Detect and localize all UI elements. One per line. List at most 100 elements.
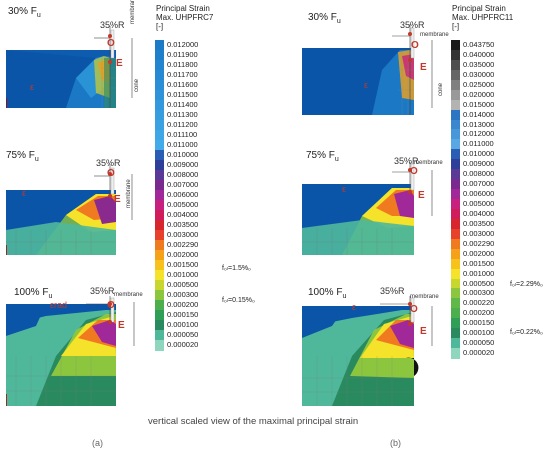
legend-right-tick-label: 0.007000 xyxy=(463,179,495,189)
epsilon-label-right-30: ε xyxy=(364,80,369,90)
legend-left-tick-label: 0.006000 xyxy=(167,190,199,199)
legend-right-swatch-25 xyxy=(451,288,460,299)
legend-left-swatch-2 xyxy=(155,60,164,71)
legend-right-tick-label: 0.008000 xyxy=(463,169,495,179)
legend-right-tick-label: 0.015000 xyxy=(463,99,495,109)
legend-right-tick-label: 0.002290 xyxy=(463,238,495,248)
legend-right-tick-label: 0.011000 xyxy=(463,139,494,149)
membrane-label-left-30: membrane xyxy=(130,0,136,24)
legend-right-tick-label: 0.003500 xyxy=(463,218,495,228)
legend-left-swatch-18 xyxy=(155,220,164,231)
point-e-right-75: E xyxy=(418,190,425,201)
legend-right-tick-label: 0.035000 xyxy=(463,59,495,69)
legend-left-swatch-11 xyxy=(155,150,164,161)
legend-right-swatch-27 xyxy=(451,308,460,319)
legend-right-tick-label: 0.005000 xyxy=(463,199,495,208)
legend-left-swatch-28 xyxy=(155,320,164,331)
legend-right-tick-label: 0.004000 xyxy=(463,208,495,218)
legend-right-tick-label: 0.000150 xyxy=(463,318,495,328)
legend-left-swatch-5 xyxy=(155,90,164,101)
legend-left-swatch-21 xyxy=(155,250,164,261)
legend-right-swatch-1 xyxy=(451,49,460,61)
legend-right-tick-label: 0.006000 xyxy=(463,189,495,199)
legend-right-swatch-21 xyxy=(451,248,460,260)
legend-right-swatch-19 xyxy=(451,228,460,240)
legend-right-tick-label: 0.000500 xyxy=(463,278,495,288)
legend-right-swatch-13 xyxy=(451,169,460,180)
fe-model-left-75 xyxy=(6,164,133,255)
legend-left-tick-label: 0.002000 xyxy=(167,250,199,259)
legend-right-swatch-29 xyxy=(451,328,460,339)
membrane-label-right-100: membrane xyxy=(410,294,439,300)
legend-left-tick-label: 0.005000 xyxy=(167,200,199,209)
legend-right-tick-label: 0.010000 xyxy=(463,149,495,159)
legend-right-swatch-24 xyxy=(451,278,460,289)
legend-right-swatch-20 xyxy=(451,238,460,250)
legend-left-tick-label: 0.011200 xyxy=(167,120,198,129)
legend-left-swatch-20 xyxy=(155,240,164,251)
legend-right-swatch-9 xyxy=(451,129,460,140)
membrane-label-left-75: membrane xyxy=(126,179,132,208)
epsilon-label-right-75: ε xyxy=(342,184,347,194)
legend-left-swatch-24 xyxy=(155,280,164,291)
load-label-left-30: 30% Fu xyxy=(8,6,41,19)
legend-left-swatch-6 xyxy=(155,100,164,111)
legend-left-tick-label: 0.011500 xyxy=(167,90,198,99)
legend-left-tick-label: 0.001000 xyxy=(167,270,199,279)
legend-left-swatch-8 xyxy=(155,120,164,131)
legend-right-tick-label: 0.013000 xyxy=(463,119,495,129)
legend-left-tick-label: 0.007000 xyxy=(167,180,199,189)
legend-right-swatch-16 xyxy=(451,199,460,210)
legend-left-swatch-23 xyxy=(155,270,164,281)
legend-left-swatch-25 xyxy=(155,290,164,301)
legend-right-swatch-15 xyxy=(451,189,460,200)
legend-title-left: Principal Strain Max. UHPFRC7 [-] xyxy=(156,4,214,31)
fe-model-right-30 xyxy=(302,24,433,115)
legend-left-tick-label: 0.012000 xyxy=(167,40,199,49)
legend-left-swatch-22 xyxy=(155,260,164,271)
legend-right-swatch-14 xyxy=(451,179,460,190)
legend-right-swatch-6 xyxy=(451,99,460,111)
legend-left-tick-label: 0.000500 xyxy=(167,280,199,289)
point-e-left-100: E xyxy=(118,320,125,331)
radius-label-right-30: 35%R xyxy=(400,20,425,30)
legend-right-tick-label: 0.040000 xyxy=(463,49,495,59)
legend-right-swatch-2 xyxy=(451,59,460,71)
legend-left-tick-label: 0.000020 xyxy=(167,340,199,349)
point-o-left-100: O xyxy=(107,300,115,311)
legend-right-swatch-18 xyxy=(451,218,460,230)
subfigure-label-a: (a) xyxy=(92,438,103,448)
legend-right-tick-label: 0.009000 xyxy=(463,159,495,169)
legend-left-swatch-14 xyxy=(155,180,164,191)
legend-left-swatch-1 xyxy=(155,50,164,61)
subfigure-label-b: (b) xyxy=(390,438,401,448)
legend-right-tick-label: 0.000100 xyxy=(463,328,495,338)
load-label-right-75: 75% Fu xyxy=(306,150,339,163)
legend-left-tick-label: 0.000150 xyxy=(167,310,199,319)
point-e-right-100: E xyxy=(420,326,427,337)
legend-right-swatch-10 xyxy=(451,139,460,150)
fe-model-left-100 xyxy=(6,296,135,406)
legend-left-tick-label: 0.002290 xyxy=(167,240,199,249)
legend-left-tick-label: 0.000100 xyxy=(167,320,199,329)
point-o-right-100: O xyxy=(410,304,418,315)
load-label-left-100: 100% Fu xyxy=(14,287,53,300)
fiber-threshold-high-right: f₀ₗ=2.29%₀ xyxy=(510,281,543,288)
legend-left-swatch-7 xyxy=(155,110,164,121)
legend-left-tick-label: 0.003000 xyxy=(167,230,199,239)
cone-label-left-30: cone xyxy=(134,78,140,92)
fiber-threshold-low-left: f₀ₗ=0.15%₀ xyxy=(222,297,255,304)
point-e-right-30: E xyxy=(420,62,427,73)
legend-right-swatch-17 xyxy=(451,208,460,220)
legend-right-swatch-7 xyxy=(451,109,460,120)
legend-left-swatch-16 xyxy=(155,200,164,211)
figure-caption: vertical scaled view of the maximal prin… xyxy=(148,416,359,427)
legend-right-tick-label: 0.014000 xyxy=(463,109,495,119)
radius-label-left-100: 35%R xyxy=(90,286,115,296)
color-scale-left: 0.012000 0.011900 0.011800 0.011700 0.011600… xyxy=(155,40,225,351)
legend-left-swatch-26 xyxy=(155,300,164,311)
legend-right-swatch-3 xyxy=(451,69,460,81)
membrane-label-left-100: membrane xyxy=(114,292,143,298)
legend-left-tick-label: 0.000050 xyxy=(167,330,199,339)
radius-label-left-75: 35%R xyxy=(96,158,121,168)
